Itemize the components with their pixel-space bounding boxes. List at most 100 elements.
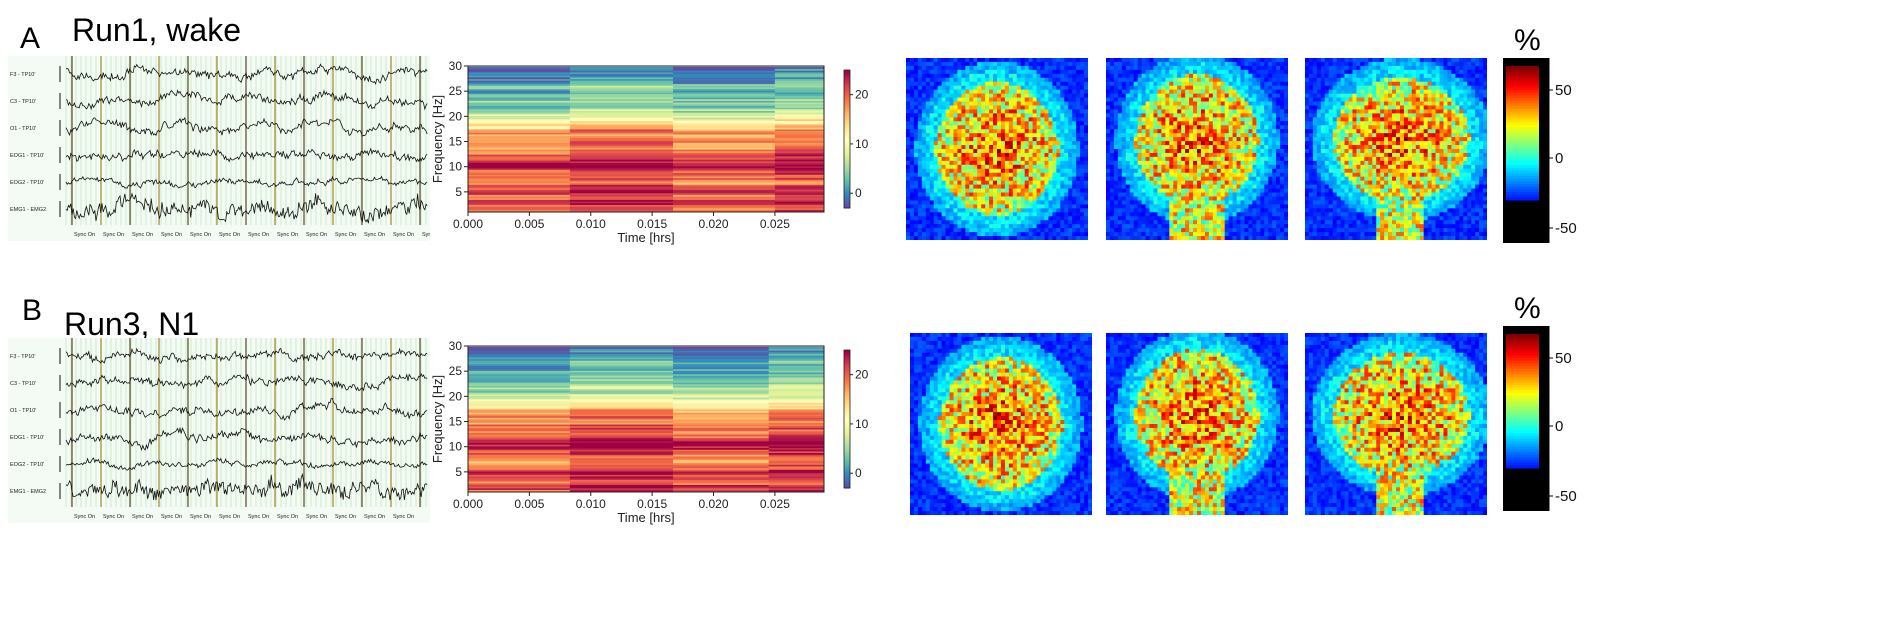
scan-voxel <box>1133 81 1138 86</box>
scan-voxel <box>1109 236 1115 240</box>
scan-voxel <box>1204 208 1210 213</box>
scan-voxel <box>1384 65 1389 71</box>
spectrogram-cell <box>468 160 571 163</box>
scan-voxel <box>1360 58 1365 63</box>
scan-voxel <box>1117 89 1123 94</box>
scan-voxel <box>941 105 946 110</box>
scan-voxel <box>909 129 915 134</box>
scan-voxel <box>1252 121 1257 126</box>
scan-voxel <box>961 101 966 106</box>
scan-voxel <box>1113 156 1119 162</box>
scan-voxel <box>1232 58 1237 63</box>
scan-voxel <box>1193 232 1198 237</box>
scan-voxel <box>1121 236 1127 240</box>
scan-voxel <box>913 121 919 126</box>
spectrogram-cell <box>468 172 571 175</box>
scan-voxel <box>933 180 938 185</box>
scan-voxel <box>1272 200 1277 205</box>
scan-voxel <box>1157 141 1162 146</box>
scan-voxel <box>1032 129 1037 134</box>
scan-voxel <box>1106 196 1111 201</box>
scan-voxel <box>957 89 962 94</box>
scan-voxel <box>1185 192 1190 197</box>
scan-voxel <box>1248 141 1253 146</box>
scan-voxel <box>1173 208 1178 213</box>
scan-voxel <box>1165 101 1170 106</box>
scan-voxel <box>949 141 954 146</box>
scan-voxel <box>1141 85 1146 90</box>
spectrogram-cell <box>569 125 674 128</box>
scan-voxel <box>1153 236 1158 240</box>
scan-voxel <box>949 224 954 229</box>
scan-voxel <box>1169 125 1174 130</box>
spectrogram-cell <box>774 152 825 155</box>
scan-voxel <box>965 58 970 63</box>
scan-voxel <box>1232 152 1237 158</box>
scan-voxel <box>969 58 974 63</box>
spectrogram-cell <box>468 180 571 184</box>
scan-voxel <box>1173 160 1178 166</box>
scan-voxel <box>1000 121 1006 126</box>
scan-voxel <box>1056 73 1061 79</box>
scan-voxel <box>1145 129 1150 134</box>
scan-voxel <box>953 69 958 75</box>
scan-voxel <box>1044 224 1049 229</box>
scan-voxel <box>1236 212 1241 217</box>
scan-voxel <box>977 172 982 177</box>
scan-voxel <box>957 196 962 201</box>
scan-voxel <box>945 117 950 122</box>
scan-voxel <box>1060 69 1065 75</box>
scan-voxel <box>1173 149 1178 154</box>
scan-voxel <box>1240 133 1245 138</box>
scan-voxel <box>1380 69 1385 75</box>
scan-voxel <box>1133 168 1138 174</box>
scan-voxel <box>925 129 931 134</box>
scan-voxel <box>1133 93 1138 98</box>
scan-voxel <box>925 204 931 209</box>
scan-voxel <box>1256 113 1261 118</box>
scan-voxel <box>1004 133 1010 138</box>
scan-voxel <box>909 172 915 177</box>
scan-voxel <box>1121 200 1127 205</box>
scan-voxel <box>953 220 958 225</box>
spectrogram-cell <box>673 160 776 163</box>
scan-voxel <box>1320 69 1326 75</box>
scan-voxel <box>921 117 927 122</box>
scan-voxel <box>957 188 962 193</box>
scan-voxel <box>1228 152 1233 158</box>
scan-voxel <box>1084 228 1088 233</box>
scan-voxel <box>1016 61 1022 67</box>
scan-voxel <box>917 188 923 193</box>
sync-marker-label: Sync O <box>422 232 430 238</box>
scan-voxel <box>949 97 954 102</box>
scan-voxel <box>1204 73 1210 79</box>
scan-voxel <box>1181 208 1186 213</box>
scan-voxel <box>929 93 934 98</box>
scan-voxel <box>985 93 990 98</box>
scan-voxel <box>1240 164 1245 170</box>
scan-voxel <box>1040 200 1045 205</box>
spectrogram-cell <box>774 155 825 158</box>
scan-voxel <box>1360 77 1365 83</box>
scan-voxel <box>1106 168 1111 174</box>
scan-voxel <box>913 145 919 150</box>
scan-voxel <box>1368 58 1373 63</box>
scan-voxel <box>957 149 962 154</box>
scan-voxel <box>1177 77 1182 83</box>
scan-voxel <box>1133 200 1138 205</box>
spectrogram-cell <box>673 115 776 118</box>
scan-voxel <box>933 121 938 126</box>
scan-voxel <box>1117 228 1123 233</box>
scan-voxel <box>1177 125 1182 130</box>
scan-voxel <box>925 168 931 174</box>
scan-voxel <box>973 105 978 110</box>
scan-voxel <box>1169 113 1174 118</box>
spectrogram-cell <box>468 199 571 202</box>
scan-voxel <box>1072 113 1077 118</box>
scan-voxel <box>1169 168 1174 174</box>
scan-voxel <box>1260 97 1265 102</box>
scan-voxel <box>913 188 919 193</box>
scan-voxel <box>1076 113 1081 118</box>
colorbar-cell <box>844 157 850 161</box>
scan-voxel <box>1224 61 1229 67</box>
